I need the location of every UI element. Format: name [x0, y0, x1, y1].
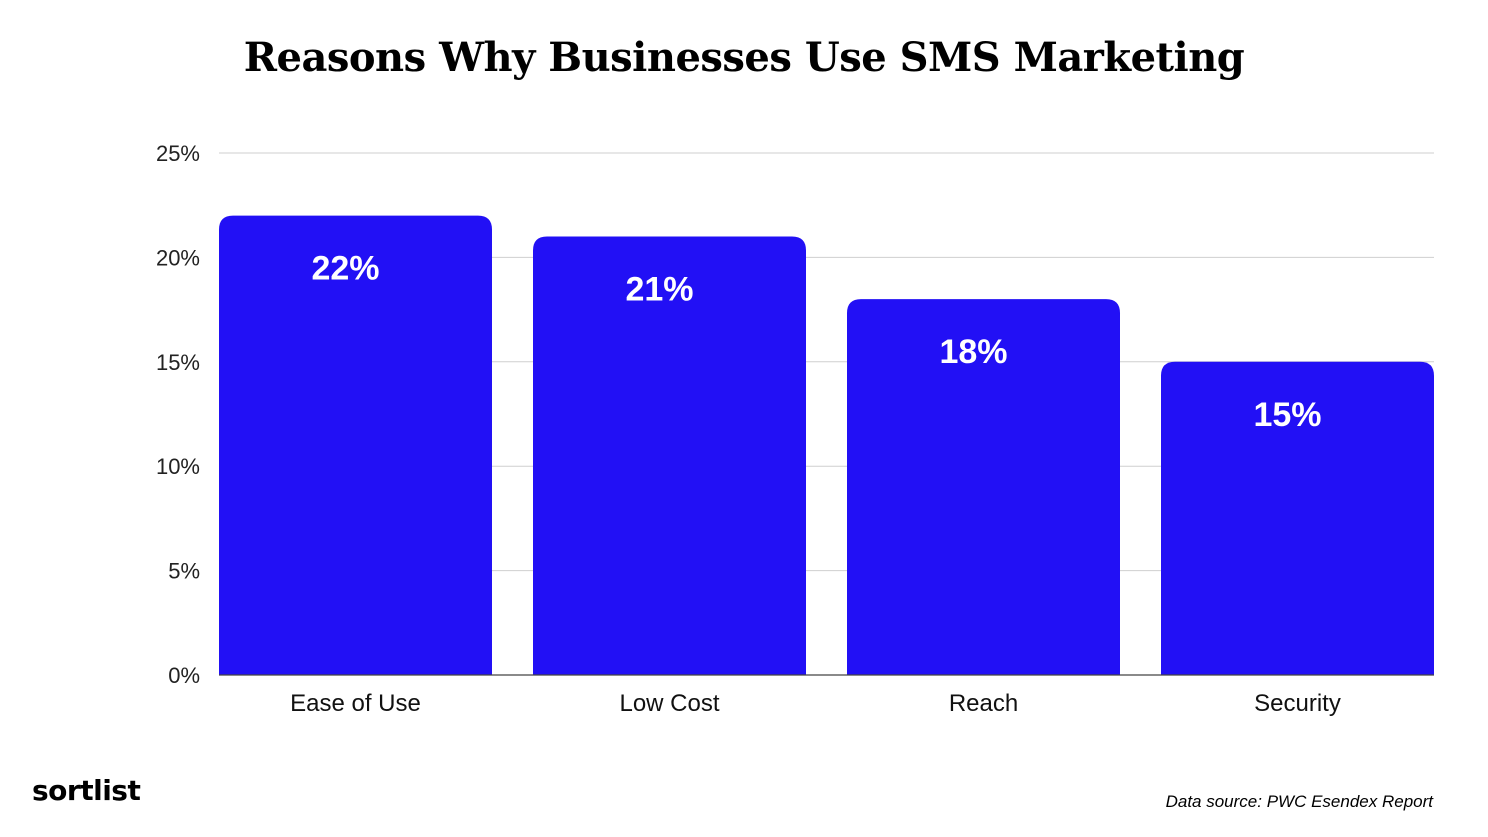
bar-data-label: 21%: [625, 271, 693, 309]
x-category-label: Low Cost: [619, 690, 719, 717]
y-tick-label: 0%: [168, 663, 200, 688]
y-tick-label: 10%: [156, 454, 200, 479]
bar-data-label: 22%: [311, 250, 379, 288]
y-tick-label: 5%: [168, 559, 200, 584]
y-tick-label: 25%: [156, 141, 200, 166]
bar: [847, 299, 1120, 675]
chart-title: Reasons Why Businesses Use SMS Marketing: [243, 34, 1245, 81]
y-tick-label: 15%: [156, 350, 200, 375]
x-category-label: Security: [1254, 690, 1341, 717]
x-category-label: Ease of Use: [290, 690, 421, 717]
bar-data-label: 15%: [1253, 396, 1321, 434]
y-tick-label: 20%: [156, 245, 200, 270]
bar: [1161, 361, 1434, 675]
bar: [219, 215, 492, 675]
bar: [533, 236, 806, 675]
sortlist-logo: sortlist: [32, 774, 141, 807]
bar-data-label: 18%: [939, 333, 1007, 371]
x-category-label: Reach: [949, 690, 1018, 717]
data-source-note: Data source: PWC Esendex Report: [1165, 792, 1433, 811]
